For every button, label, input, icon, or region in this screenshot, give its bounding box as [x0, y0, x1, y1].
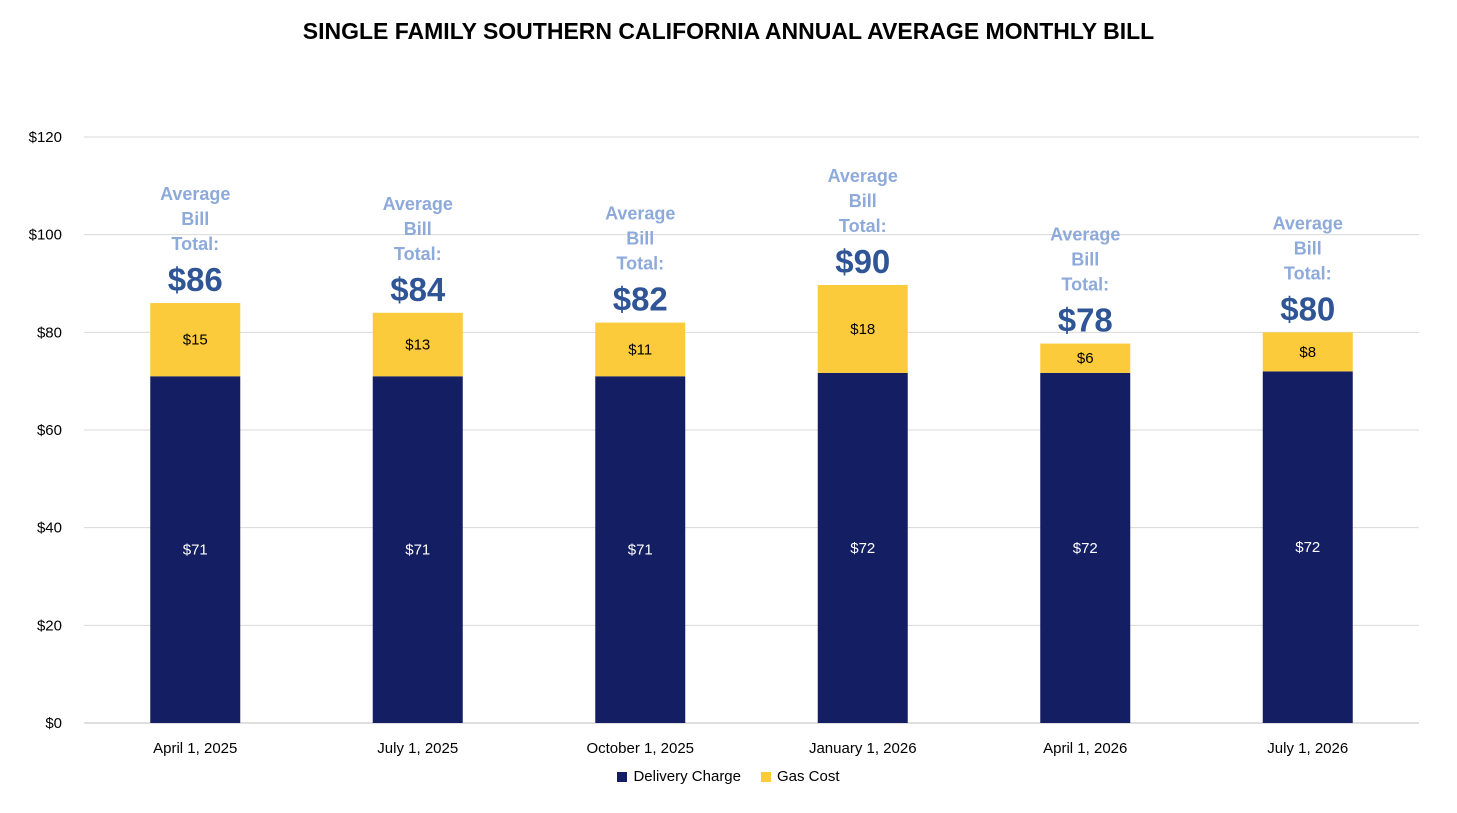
- legend-swatch-delivery-charge: [617, 771, 628, 782]
- total-bill-caption: Bill: [181, 209, 209, 229]
- data-label-gas-cost: $6: [1077, 350, 1094, 367]
- y-tick-label: $100: [29, 227, 62, 244]
- x-tick-label: January 1, 2026: [809, 740, 917, 757]
- data-label-gas-cost: $11: [628, 341, 652, 358]
- bar-gas-cost: [150, 303, 241, 377]
- legend-swatch-gas-cost: [761, 771, 771, 782]
- data-label-delivery-charge: $72: [850, 540, 875, 557]
- total-bill-caption: Average: [383, 194, 453, 214]
- total-bill-caption: Total:: [1284, 263, 1332, 283]
- bar-delivery-charge: [150, 376, 241, 723]
- total-bill-value: $82: [613, 281, 668, 318]
- data-label-gas-cost: $13: [405, 337, 430, 354]
- chart-title: SINGLE FAMILY SOUTHERN CALIFORNIA ANNUAL…: [302, 18, 1155, 44]
- x-tick-label: October 1, 2025: [586, 740, 694, 757]
- data-label-delivery-charge: $71: [628, 542, 653, 559]
- bar-delivery-charge: [595, 376, 686, 723]
- x-tick-label: July 1, 2026: [1267, 740, 1348, 757]
- data-label-gas-cost: $8: [1299, 344, 1316, 361]
- legend-item-delivery-charge: Delivery Charge: [617, 768, 741, 785]
- bar-gas-cost: [817, 284, 908, 373]
- total-bill-value: $78: [1058, 302, 1113, 339]
- data-label-delivery-charge: $72: [1295, 539, 1320, 556]
- x-tick-label: July 1, 2025: [377, 740, 458, 757]
- bar-delivery-charge: [1040, 372, 1131, 723]
- total-bill-caption: Total:: [616, 254, 664, 274]
- y-tick-label: $0: [45, 715, 62, 732]
- legend-item-gas-cost: Gas Cost: [761, 768, 840, 785]
- total-bill-caption: Average: [160, 184, 230, 204]
- y-tick-label: $20: [37, 617, 62, 634]
- total-bill-value: $86: [168, 261, 223, 298]
- total-bill-caption: Bill: [626, 229, 654, 249]
- total-bill-caption: Bill: [1294, 238, 1322, 258]
- data-label-delivery-charge: $72: [1073, 540, 1098, 557]
- legend: Delivery Charge Gas Cost: [0, 768, 1457, 785]
- bar-delivery-charge: [1262, 371, 1353, 723]
- legend-label-delivery-charge: Delivery Charge: [633, 768, 741, 785]
- total-bill-value: $84: [390, 271, 446, 308]
- total-bill-caption: Total:: [839, 216, 887, 236]
- data-label-delivery-charge: $71: [405, 542, 430, 559]
- total-bill-caption: Bill: [404, 219, 432, 239]
- y-tick-label: $80: [37, 324, 62, 341]
- data-label-gas-cost: $18: [850, 321, 875, 338]
- bar-gas-cost: [1262, 332, 1353, 372]
- total-bill-value: $80: [1280, 290, 1335, 327]
- x-tick-label: April 1, 2026: [1043, 740, 1127, 757]
- total-bill-caption: Total:: [171, 234, 219, 254]
- bar-delivery-charge: [817, 372, 908, 723]
- total-bill-caption: Bill: [1071, 250, 1099, 270]
- bar-gas-cost: [372, 312, 463, 377]
- total-bill-caption: Total:: [394, 244, 442, 264]
- bar-delivery-charge: [372, 376, 463, 723]
- y-tick-label: $40: [37, 520, 62, 537]
- bar-gas-cost: [1040, 343, 1131, 373]
- total-bill-caption: Average: [605, 204, 675, 224]
- bar-gas-cost: [595, 322, 686, 377]
- total-bill-caption: Total:: [1061, 275, 1109, 295]
- total-bill-caption: Average: [828, 166, 898, 186]
- total-bill-caption: Bill: [849, 191, 877, 211]
- data-label-gas-cost: $15: [183, 332, 208, 349]
- legend-label-gas-cost: Gas Cost: [777, 768, 840, 785]
- y-tick-label: $120: [29, 129, 62, 146]
- total-bill-value: $90: [835, 243, 890, 280]
- data-label-delivery-charge: $71: [183, 542, 208, 559]
- y-tick-label: $60: [37, 422, 62, 439]
- total-bill-caption: Average: [1273, 213, 1343, 233]
- x-tick-label: April 1, 2025: [153, 740, 237, 757]
- total-bill-caption: Average: [1050, 225, 1120, 245]
